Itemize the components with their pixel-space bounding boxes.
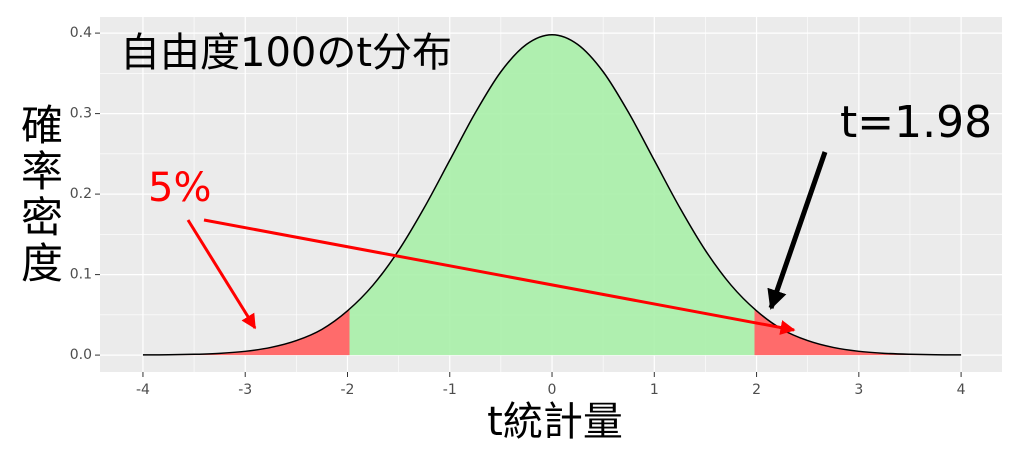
x-tick-label: 1 (650, 382, 659, 398)
y-tick-label: 0.0 (70, 347, 92, 363)
arrow (767, 151, 828, 310)
x-tick-label: 2 (752, 382, 761, 398)
annotation: 5% (148, 165, 211, 211)
x-tick-label: -4 (136, 382, 150, 398)
arrow (186, 219, 257, 330)
y-tick-label: 0.4 (70, 25, 92, 41)
y-tick-label: 0.1 (70, 267, 92, 283)
x-tick-label: 4 (957, 382, 966, 398)
center-area (349, 34, 755, 356)
y-axis-label: 確率密度 (15, 103, 64, 287)
annotation: t=1.98 (840, 97, 992, 148)
y-tick-label: 0.3 (70, 106, 92, 122)
chart-title: 自由度100のt分布 (120, 30, 452, 76)
x-tick-label: 3 (854, 382, 863, 398)
x-tick-label: -1 (443, 382, 457, 398)
x-tick-label: -2 (341, 382, 355, 398)
x-tick-label: -3 (238, 382, 252, 398)
density-line (142, 33, 962, 356)
arrow (203, 218, 796, 335)
x-tick-label: 0 (548, 382, 557, 398)
x-axis-label: t統計量 (487, 399, 623, 445)
y-tick-label: 0.2 (70, 186, 92, 202)
